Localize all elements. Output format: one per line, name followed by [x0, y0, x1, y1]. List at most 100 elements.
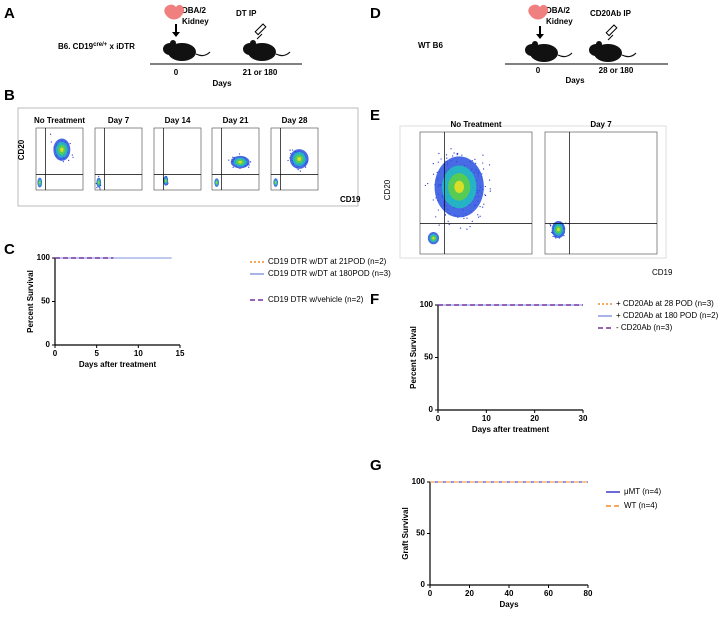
event-dot	[482, 154, 484, 156]
event-dot	[461, 154, 463, 156]
density	[297, 157, 302, 161]
event-dot	[445, 154, 448, 156]
event-dot	[549, 225, 552, 227]
event-dot	[427, 182, 429, 185]
flow-title: Day 21	[223, 116, 249, 125]
event-dot	[446, 157, 448, 159]
event-dot	[72, 156, 74, 158]
event-dot	[555, 237, 557, 239]
event-dot	[463, 217, 465, 219]
x-tick-label: 10	[134, 349, 143, 358]
event-dot	[450, 148, 452, 150]
timepoint: 0	[174, 68, 179, 77]
y-tick-label: 50	[424, 353, 433, 362]
mouse-ear	[596, 41, 602, 47]
y-tick-label: 100	[37, 253, 51, 262]
donor: DBA/2	[182, 6, 207, 15]
recipient-label: B6. CD19cre/+ x iDTR	[58, 42, 135, 52]
event-dot	[289, 149, 291, 151]
event-dot	[238, 153, 241, 155]
mouse-tail	[557, 52, 573, 58]
recipient-sup: cre/+	[93, 42, 108, 48]
donor: Kidney	[182, 17, 209, 26]
mouse-tail	[275, 51, 291, 57]
recipient-tail: x iDTR	[107, 42, 135, 51]
density	[165, 179, 167, 182]
syringe-needle	[607, 34, 614, 41]
event-dot	[453, 152, 455, 154]
panel-label: A	[4, 5, 15, 22]
event-dot	[479, 206, 481, 208]
mouse-ear	[250, 40, 256, 46]
x-tick-label: 0	[436, 414, 441, 423]
syringe	[254, 23, 267, 36]
x-axis-label: Days after treatment	[79, 360, 157, 369]
y-axis-label: Graft Survival	[401, 507, 410, 559]
event-dot	[484, 185, 486, 188]
event-dot	[424, 184, 426, 187]
event-dot	[478, 216, 480, 218]
event-dot	[438, 152, 440, 155]
event-dot	[71, 154, 73, 156]
timepoint: 0	[536, 66, 541, 75]
x-axis-label: CD19	[652, 268, 673, 277]
y-tick-label: 100	[412, 477, 426, 486]
event-dot	[452, 155, 454, 157]
flow-title: Day 14	[165, 116, 191, 125]
mouse-ear	[532, 41, 538, 47]
flow-title: No Treatment	[34, 116, 85, 125]
density	[39, 181, 41, 184]
y-axis-label: Percent Survival	[26, 270, 35, 333]
x-tick-label: 40	[505, 589, 514, 598]
timepoint: 28 or 180	[599, 66, 634, 75]
x-tick-label: 0	[428, 589, 433, 598]
event-dot	[456, 154, 458, 156]
event-dot	[447, 220, 449, 222]
flow-title: Day 7	[590, 120, 612, 129]
panel-label: D	[370, 5, 381, 22]
y-tick-label: 100	[420, 300, 434, 309]
flow-title: Day 28	[282, 116, 308, 125]
event-dot	[482, 162, 484, 164]
y-tick-label: 0	[46, 340, 51, 349]
mouse-head	[525, 44, 539, 56]
flow-plot	[153, 127, 202, 191]
x-tick-label: 10	[482, 414, 491, 423]
legend-label: - CD20Ab (n=3)	[616, 323, 673, 332]
treatment: DT IP	[236, 9, 257, 18]
density	[557, 227, 560, 232]
panel-label: C	[4, 241, 15, 258]
event-dot	[484, 194, 487, 197]
density	[432, 236, 435, 240]
event-dot	[249, 161, 252, 163]
event-dot	[488, 179, 491, 181]
event-dot	[563, 235, 565, 237]
panel-frame	[399, 125, 667, 259]
event-dot	[98, 175, 100, 177]
event-dot	[96, 187, 98, 189]
event-dot	[291, 149, 294, 151]
x-tick-label: 60	[544, 589, 553, 598]
y-axis-label: CD20	[383, 179, 392, 200]
legend-label: + CD20Ab at 28 POD (n=3)	[616, 299, 714, 308]
event-dot	[50, 141, 52, 143]
y-tick-label: 0	[421, 580, 426, 589]
event-dot	[228, 159, 230, 161]
event-dot	[69, 142, 71, 145]
event-dot	[489, 188, 491, 190]
event-dot	[62, 161, 64, 163]
event-dot	[297, 169, 299, 171]
event-dot	[475, 162, 477, 165]
timeline-label: Days	[212, 79, 232, 88]
y-tick-label: 50	[416, 529, 425, 538]
syringe-needle	[256, 33, 263, 40]
event-dot	[99, 187, 101, 189]
event-dot	[471, 220, 473, 222]
density	[238, 160, 243, 164]
x-axis-label: CD19	[340, 195, 361, 204]
legend-label: CD19 DTR w/vehicle (n=2)	[268, 295, 364, 304]
event-dot	[482, 206, 484, 208]
panel-label: F	[370, 291, 379, 308]
kidney	[528, 4, 549, 20]
flow-plot	[94, 127, 143, 191]
